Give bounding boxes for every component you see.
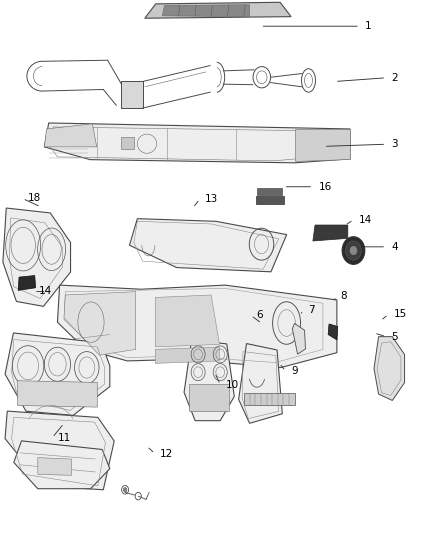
Text: 8: 8 — [340, 290, 347, 301]
Polygon shape — [18, 381, 97, 407]
Text: 9: 9 — [291, 366, 298, 376]
Text: 14: 14 — [359, 215, 372, 225]
Circle shape — [346, 241, 361, 260]
Circle shape — [124, 488, 127, 492]
Text: 3: 3 — [392, 139, 398, 149]
Polygon shape — [239, 344, 283, 423]
Polygon shape — [257, 188, 283, 195]
Text: 4: 4 — [392, 242, 398, 252]
Polygon shape — [155, 347, 219, 364]
Polygon shape — [292, 324, 305, 354]
Polygon shape — [44, 123, 350, 163]
Text: 6: 6 — [256, 310, 263, 320]
Text: 7: 7 — [308, 305, 315, 315]
Polygon shape — [3, 208, 71, 306]
Text: 2: 2 — [392, 73, 398, 83]
Polygon shape — [64, 292, 136, 355]
Polygon shape — [313, 225, 348, 241]
Text: 10: 10 — [226, 379, 239, 390]
Polygon shape — [121, 82, 143, 108]
Polygon shape — [328, 324, 338, 340]
Polygon shape — [57, 285, 337, 368]
Polygon shape — [14, 441, 110, 489]
Text: 1: 1 — [365, 21, 372, 31]
Polygon shape — [295, 129, 350, 161]
Text: 11: 11 — [57, 433, 71, 443]
Polygon shape — [244, 393, 294, 405]
Polygon shape — [5, 411, 114, 490]
Polygon shape — [121, 137, 134, 149]
Polygon shape — [155, 295, 219, 347]
Text: 13: 13 — [205, 194, 218, 204]
Polygon shape — [130, 219, 287, 272]
Text: 12: 12 — [160, 449, 173, 458]
Polygon shape — [189, 384, 229, 411]
Circle shape — [342, 237, 365, 264]
Text: 18: 18 — [28, 193, 41, 204]
Polygon shape — [5, 333, 110, 415]
Polygon shape — [145, 2, 291, 18]
Polygon shape — [38, 458, 71, 475]
Polygon shape — [184, 340, 234, 421]
Text: 5: 5 — [392, 332, 398, 342]
Polygon shape — [256, 196, 285, 204]
Polygon shape — [44, 124, 97, 147]
Polygon shape — [18, 276, 35, 290]
Polygon shape — [162, 5, 250, 17]
Text: 16: 16 — [318, 182, 332, 192]
Circle shape — [350, 246, 357, 255]
Text: 15: 15 — [394, 309, 407, 319]
Text: 14: 14 — [39, 286, 53, 296]
Polygon shape — [374, 337, 405, 400]
